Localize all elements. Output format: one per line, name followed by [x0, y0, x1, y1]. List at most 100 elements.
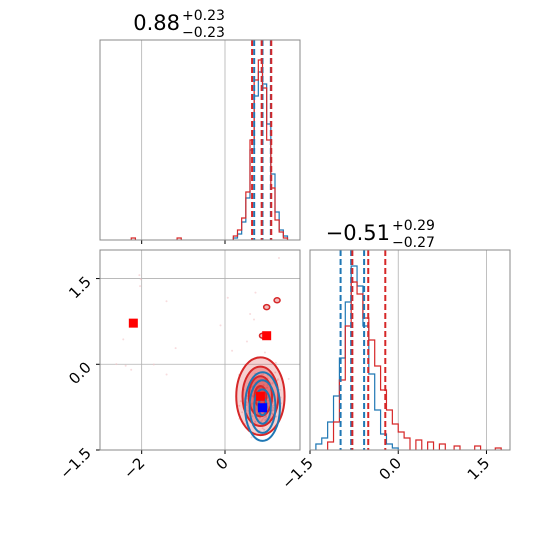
histogram-bin — [242, 222, 246, 240]
sample-point-outlier — [174, 347, 177, 350]
histogram-step-blue — [232, 71, 289, 240]
contour-island-red — [262, 303, 271, 311]
histogram-bin — [242, 218, 246, 240]
sample-point-outlier — [226, 296, 229, 299]
histogram-bin — [263, 88, 267, 240]
histogram-bin — [275, 212, 279, 240]
sample-point-outlier — [277, 257, 280, 260]
histogram-bin — [404, 438, 410, 450]
sample-point-blue — [272, 406, 275, 409]
histogram-panel-top-left: 0.88 +0.23−0.23 — [130, 8, 289, 244]
histogram-bin — [334, 396, 340, 450]
sample-point-outlier — [138, 274, 141, 277]
histogram-frame-top-left — [99, 39, 301, 241]
y-tick-label: 0.0 — [65, 358, 95, 388]
title-plus-error: +0.29 — [392, 218, 435, 234]
scatter-frame — [99, 249, 301, 451]
x-tick-label: 0.0 — [375, 454, 405, 484]
sample-point-outlier — [165, 373, 168, 376]
x-tick-label: −1.5 — [278, 454, 316, 492]
histogram-bin — [386, 444, 392, 450]
histogram-bin — [369, 374, 375, 450]
sample-point-red — [251, 415, 254, 418]
sample-point-outlier — [287, 377, 290, 380]
sample-point-outlier — [231, 349, 234, 352]
histogram-step-blue — [315, 265, 399, 450]
title-plus-error: +0.23 — [182, 8, 225, 24]
sample-point-outlier — [139, 278, 142, 281]
histogram-frame-bottom-right — [309, 249, 511, 451]
sample-point-red — [262, 417, 265, 420]
histogram-bin — [246, 198, 250, 240]
sample-point-red — [274, 371, 277, 374]
contour-island-red — [273, 297, 281, 304]
histogram-title: 0.88 +0.23−0.23 — [133, 8, 225, 41]
contour-level-blue — [244, 371, 281, 442]
sample-point-outlier — [219, 324, 222, 327]
sample-point-red — [261, 427, 264, 430]
histogram-bin — [375, 366, 381, 450]
sample-point-outlier — [152, 363, 155, 366]
sample-point-red — [278, 388, 281, 391]
contour-level-blue — [253, 388, 272, 425]
truth-marker-marker_red — [128, 318, 138, 328]
sample-point-outlier — [165, 300, 168, 303]
sample-point-blue — [258, 387, 261, 390]
truth-marker-marker_red — [255, 391, 265, 401]
histogram-bin — [416, 440, 422, 450]
histogram-bin — [392, 424, 398, 450]
histogram-step-red — [327, 281, 502, 450]
y-tick-label: 1.5 — [65, 273, 95, 303]
sample-point-outlier — [253, 318, 256, 321]
title-value: −0.51 — [326, 221, 390, 245]
scatter-plot-area — [100, 250, 300, 450]
histogram-bin — [238, 234, 242, 240]
sample-point-red — [277, 378, 280, 381]
title-value: 0.88 — [133, 11, 180, 35]
truth-marker-marker_blue — [258, 403, 267, 413]
histogram-bin — [275, 220, 279, 240]
sample-point-blue — [251, 395, 254, 398]
x-tick-label: 0 — [212, 454, 231, 473]
histogram-bin — [328, 442, 334, 450]
histogram-bin — [322, 438, 328, 450]
sample-point-outlier — [115, 363, 118, 366]
histogram-bin — [369, 340, 375, 450]
sample-point-red — [245, 401, 248, 404]
sample-point-red — [241, 411, 244, 414]
sample-point-red — [239, 400, 242, 403]
truth-marker-marker_red — [262, 331, 272, 341]
sample-point-red — [274, 361, 277, 364]
sample-point-outlier — [139, 285, 142, 288]
sample-point-blue — [266, 386, 269, 389]
sample-point-outlier — [130, 368, 133, 371]
sample-point-blue — [275, 415, 278, 418]
sample-point-outlier — [249, 313, 252, 316]
sample-point-outlier — [245, 340, 248, 343]
sample-point-red — [250, 436, 253, 439]
histogram-panel-bottom-right: −1.5 0.0 1.5 −0.51 +0.29−0.27 — [278, 218, 502, 493]
histogram-bin — [398, 432, 404, 450]
histogram-bin — [375, 410, 381, 450]
sample-point-red — [262, 373, 265, 376]
histogram-bin — [279, 232, 283, 240]
histogram-title: −0.51 +0.29−0.27 — [326, 218, 435, 251]
sample-point-blue — [263, 428, 266, 431]
histogram-step-red — [130, 59, 289, 240]
histogram-bin — [428, 442, 434, 450]
sample-point-red — [245, 403, 248, 406]
sample-point-red — [238, 404, 241, 407]
sample-point-outlier — [124, 364, 127, 367]
scatter-panel: −2 0 −1.5 0.0 1.5 — [56, 250, 300, 483]
title-minus-error: −0.23 — [182, 25, 225, 41]
y-tick-label: −1.5 — [56, 444, 94, 482]
sample-point-blue — [266, 396, 269, 399]
sample-point-blue — [271, 413, 274, 416]
histogram-bin — [334, 422, 340, 450]
sample-point-outlier — [263, 351, 266, 354]
x-tick-label: −2 — [120, 454, 148, 482]
sample-point-red — [260, 373, 263, 376]
histogram-bin — [316, 444, 322, 450]
contour-level-blue — [248, 379, 277, 434]
sample-point-blue — [265, 415, 268, 418]
